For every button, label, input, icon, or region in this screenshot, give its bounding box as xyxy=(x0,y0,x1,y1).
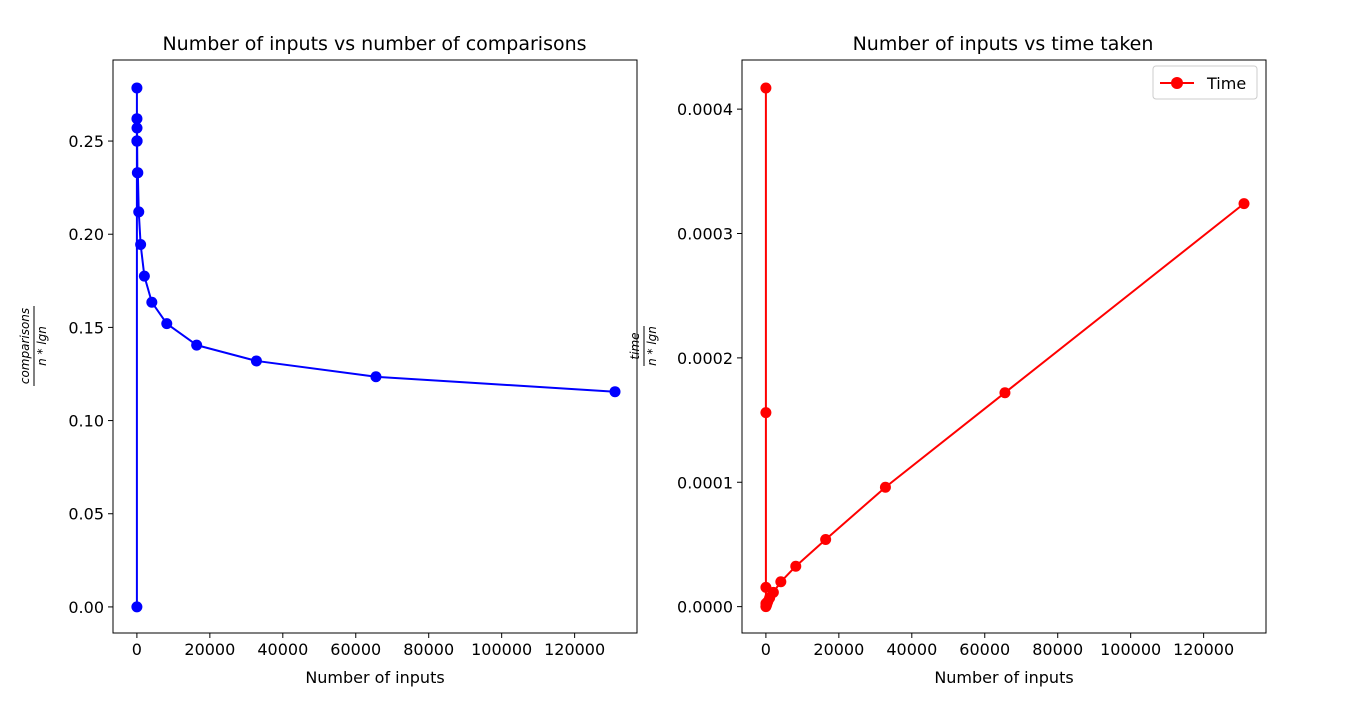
legend-marker-swatch xyxy=(1171,77,1183,89)
data-point xyxy=(131,135,143,147)
x-tick-label: 60000 xyxy=(330,640,381,659)
y-axis-label-numerator: time xyxy=(628,332,642,359)
data-point xyxy=(760,82,772,94)
x-axis-label: Number of inputs xyxy=(305,668,444,687)
data-point xyxy=(999,387,1011,399)
x-tick-label: 80000 xyxy=(403,640,454,659)
plot-area xyxy=(760,82,1250,613)
y-tick-label: 0.00 xyxy=(68,598,104,617)
x-tick-label: 100000 xyxy=(471,640,532,659)
y-tick-label: 0.20 xyxy=(68,225,104,244)
data-point xyxy=(131,122,143,134)
y-tick-label: 0.25 xyxy=(68,132,104,151)
x-tick-label: 0 xyxy=(761,640,771,659)
y-axis-label-numerator: comparisons xyxy=(18,308,32,384)
x-tick-label: 40000 xyxy=(257,640,308,659)
x-tick-label: 100000 xyxy=(1100,640,1161,659)
data-point xyxy=(370,371,382,383)
data-point xyxy=(146,296,158,308)
data-point xyxy=(161,318,173,330)
legend-label: Time xyxy=(1206,74,1246,93)
time-chart: Number of inputs vs time taken time n * … xyxy=(628,33,1267,687)
y-tick-label: 0.0004 xyxy=(677,100,733,119)
y-tick-label: 0.0002 xyxy=(677,349,733,368)
y-axis-label: comparisons n * lgn xyxy=(18,306,49,386)
plot-area xyxy=(131,82,621,613)
chart-title: Number of inputs vs time taken xyxy=(853,33,1154,55)
x-tick-label: 40000 xyxy=(886,640,937,659)
y-axis-label-denominator: n * lgn xyxy=(645,326,659,366)
data-point xyxy=(790,560,802,572)
data-point xyxy=(131,113,143,125)
x-axis-label: Number of inputs xyxy=(934,668,1073,687)
data-point xyxy=(1238,198,1250,210)
data-point xyxy=(138,270,150,282)
data-point xyxy=(135,238,147,250)
x-tick-label: 0 xyxy=(132,640,142,659)
data-point xyxy=(820,533,832,545)
data-point xyxy=(131,82,143,94)
x-tick-label: 60000 xyxy=(959,640,1010,659)
data-point xyxy=(609,386,621,398)
x-ticks: 0 20000 40000 60000 80000 100000 120000 xyxy=(132,633,605,659)
x-tick-label: 120000 xyxy=(544,640,605,659)
data-point xyxy=(760,407,772,419)
data-point xyxy=(191,339,203,351)
comparisons-chart: Number of inputs vs number of comparison… xyxy=(18,33,638,687)
x-tick-label: 20000 xyxy=(813,640,864,659)
x-tick-label: 20000 xyxy=(184,640,235,659)
y-tick-label: 0.0001 xyxy=(677,473,733,492)
x-tick-label: 80000 xyxy=(1032,640,1083,659)
y-tick-label: 0.15 xyxy=(68,318,104,337)
y-ticks: 0.0000 0.0001 0.0002 0.0003 0.0004 xyxy=(677,100,742,617)
x-tick-label: 120000 xyxy=(1173,640,1234,659)
y-axis-label: time n * lgn xyxy=(628,326,659,366)
y-tick-label: 0.10 xyxy=(68,412,104,431)
y-tick-label: 0.05 xyxy=(68,505,104,524)
data-point xyxy=(775,576,787,588)
y-tick-label: 0.0003 xyxy=(677,225,733,244)
data-point xyxy=(250,355,262,367)
y-tick-label: 0.0000 xyxy=(677,598,733,617)
data-point xyxy=(131,601,143,613)
legend-box xyxy=(1152,65,1258,100)
data-point xyxy=(767,586,779,598)
y-axis-label-denominator: n * lgn xyxy=(35,326,49,366)
legend: Time xyxy=(1152,65,1258,100)
data-point xyxy=(132,167,144,179)
axes-frame xyxy=(112,59,638,634)
x-ticks: 0 20000 40000 60000 80000 100000 120000 xyxy=(761,633,1234,659)
data-point xyxy=(133,206,145,218)
y-ticks: 0.00 0.05 0.10 0.15 0.20 0.25 xyxy=(68,132,113,617)
chart-title: Number of inputs vs number of comparison… xyxy=(162,33,586,55)
data-point xyxy=(879,481,891,493)
axes-frame xyxy=(741,59,1267,634)
